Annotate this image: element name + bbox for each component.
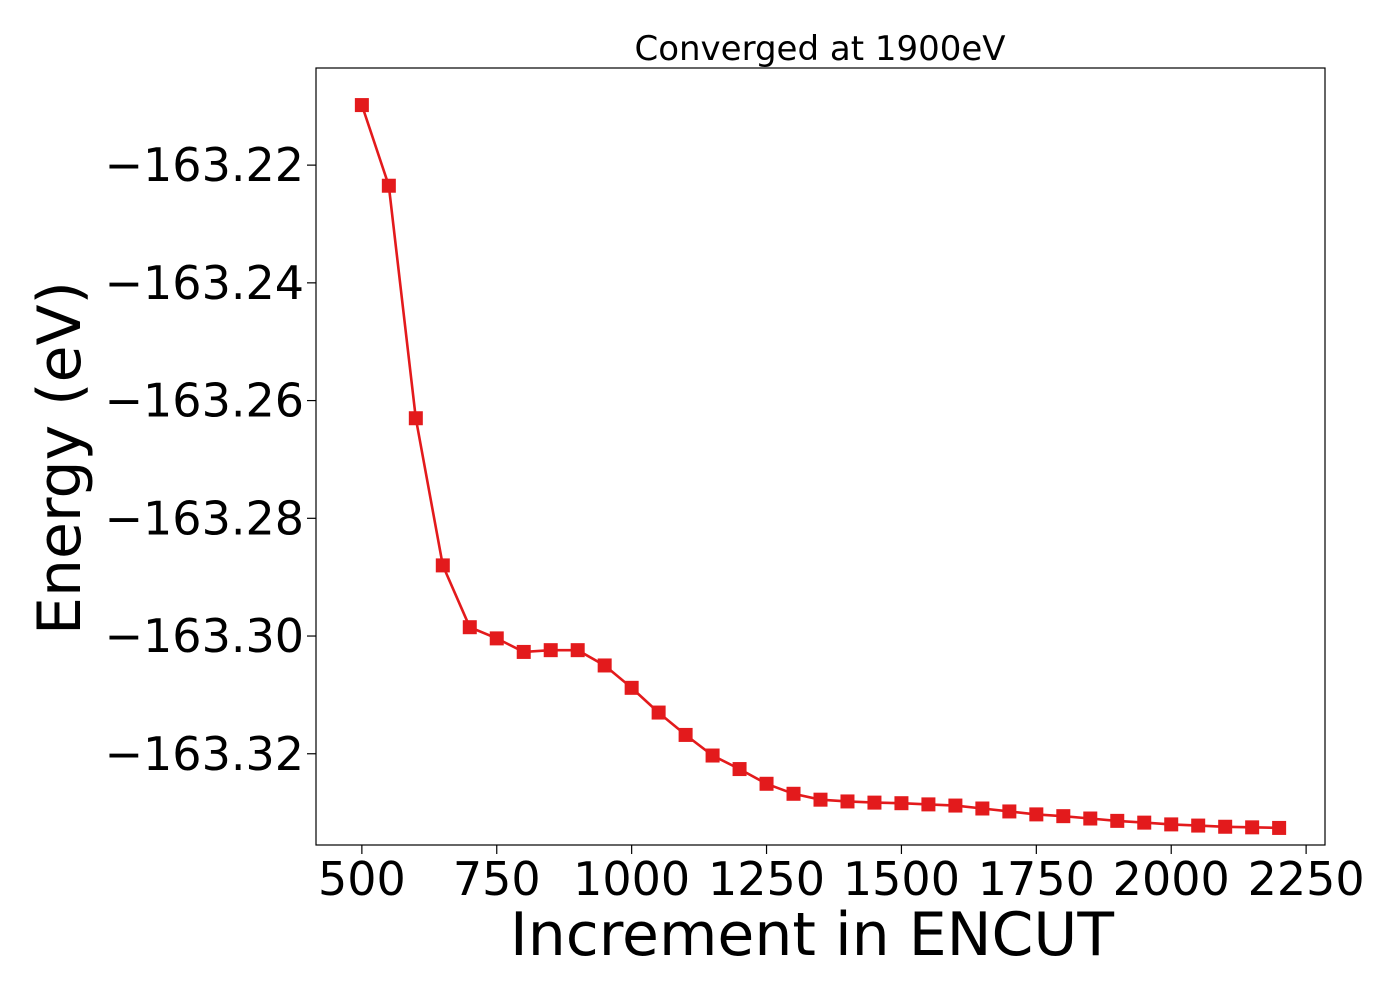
y-tick-label: −163.28 [105, 491, 305, 545]
data-point [651, 705, 666, 720]
data-point [975, 801, 990, 816]
data-point [1137, 815, 1152, 830]
y-tick-label: −163.30 [105, 609, 305, 663]
data-point [948, 798, 963, 813]
data-point [408, 411, 423, 426]
data-point [1056, 809, 1071, 824]
y-tick-label: −163.22 [105, 138, 305, 192]
data-point [705, 748, 720, 763]
data-point [1002, 804, 1017, 819]
data-point [1218, 819, 1233, 834]
data-point [1191, 818, 1206, 833]
data-point [759, 776, 774, 791]
x-axis-ticks: 500 750 1000 1250 1500 1750 2000 2250 [318, 845, 1365, 906]
data-point [678, 727, 693, 742]
data-point [462, 620, 477, 635]
x-tick-label: 750 [453, 852, 541, 906]
x-axis-label: Increment in ENCUT [510, 900, 1114, 970]
data-point [1029, 807, 1044, 822]
data-point [1110, 813, 1125, 828]
data-point [867, 795, 882, 810]
plot-frame [315, 67, 1326, 846]
x-tick-label: 1000 [573, 852, 690, 906]
data-point [1245, 820, 1260, 835]
data-point [813, 792, 828, 807]
data-point [786, 786, 801, 801]
y-tick-label: −163.24 [105, 256, 305, 310]
data-point [1272, 820, 1287, 835]
x-tick-label: 500 [318, 852, 406, 906]
data-point [840, 794, 855, 809]
data-point [354, 98, 369, 113]
y-tick-label: −163.32 [105, 727, 305, 781]
data-point [1083, 811, 1098, 826]
y-axis-ticks: −163.22 −163.24 −163.26 −163.28 −163.30 −163.… [105, 138, 316, 781]
data-point [597, 658, 612, 673]
plot-area [354, 98, 1287, 835]
x-tick-label: 2250 [1248, 852, 1365, 906]
y-tick-label: −163.26 [105, 374, 305, 428]
data-point [894, 796, 909, 811]
data-point [543, 643, 558, 658]
data-point [624, 680, 639, 695]
data-point [435, 558, 450, 573]
x-tick-label: 1500 [843, 852, 960, 906]
x-tick-label: 1750 [978, 852, 1095, 906]
data-point [570, 643, 585, 658]
series-line [360, 104, 1280, 830]
x-tick-label: 2000 [1113, 852, 1230, 906]
data-point [921, 797, 936, 812]
data-point [732, 762, 747, 777]
data-point [489, 631, 504, 646]
data-point [381, 178, 396, 193]
data-point [516, 644, 531, 659]
y-axis-label: Energy (eV) [25, 281, 95, 635]
data-point [1164, 817, 1179, 832]
x-tick-label: 1250 [708, 852, 825, 906]
chart-title: Converged at 1900eV [634, 29, 1005, 69]
